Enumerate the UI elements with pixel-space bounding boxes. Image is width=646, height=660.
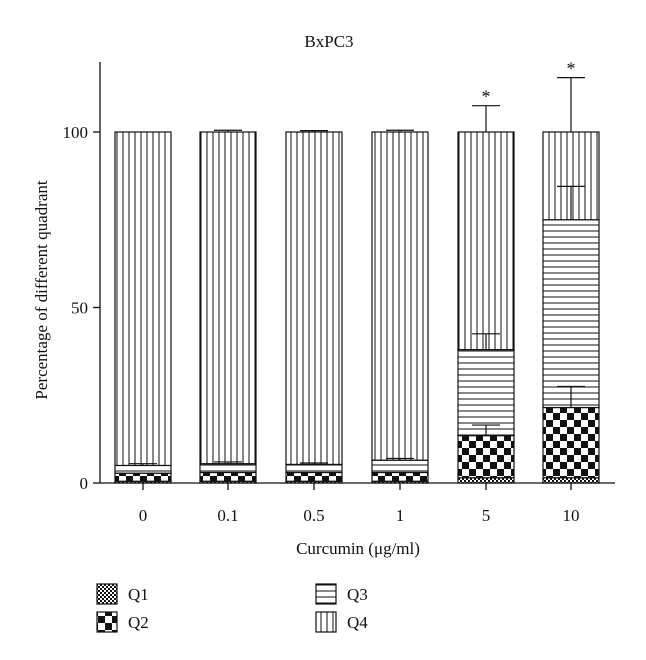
bar-q1-5 bbox=[457, 477, 515, 484]
x-tick-label-0.5: 0.5 bbox=[303, 506, 324, 525]
bar-q3-0.1 bbox=[199, 463, 257, 474]
error-bars-group bbox=[129, 76, 585, 466]
bar-q3-5 bbox=[457, 349, 515, 437]
x-tick-label-10: 10 bbox=[563, 506, 580, 525]
legend-label-q2: Q2 bbox=[128, 613, 149, 632]
x-tick-label-0: 0 bbox=[139, 506, 148, 525]
significance-marker-10: * bbox=[567, 59, 576, 79]
legend-swatch-q2 bbox=[96, 611, 118, 633]
legend-swatch-q1 bbox=[96, 583, 118, 605]
y-tick-label-0: 0 bbox=[80, 474, 89, 493]
y-tick-label-50: 50 bbox=[71, 299, 88, 318]
bar-q3-0 bbox=[114, 464, 172, 474]
legend-label-q1: Q1 bbox=[128, 585, 149, 604]
bar-q2-0.5 bbox=[285, 471, 343, 482]
bar-q3-1 bbox=[371, 459, 429, 474]
legend-label-q4: Q4 bbox=[347, 613, 368, 632]
bar-q2-10 bbox=[542, 406, 600, 479]
bar-q2-0 bbox=[114, 472, 172, 482]
bar-q4-0 bbox=[114, 131, 172, 467]
bar-q3-10 bbox=[542, 219, 600, 409]
bar-q4-1 bbox=[371, 131, 429, 461]
x-axis-label: Curcumin (μg/ml) bbox=[296, 539, 420, 558]
x-tick-label-0.1: 0.1 bbox=[217, 506, 238, 525]
y-axis-label: Percentage of different quadrant bbox=[32, 180, 51, 399]
y-tick-label-100: 100 bbox=[63, 123, 89, 142]
bar-q2-0.1 bbox=[199, 471, 257, 482]
legend-label-q3: Q3 bbox=[347, 585, 368, 604]
bar-q2-5 bbox=[457, 435, 515, 479]
legend-swatch-q4 bbox=[315, 611, 337, 633]
bar-q1-10 bbox=[542, 477, 600, 484]
annotations-group: ** bbox=[482, 59, 576, 107]
bar-q4-0.1 bbox=[199, 131, 257, 465]
x-tick-label-5: 5 bbox=[482, 506, 491, 525]
chart-title: BxPC3 bbox=[304, 32, 353, 51]
x-tick-label-1: 1 bbox=[396, 506, 405, 525]
axes-group: 0 50 100 0 0.1 0.5 1 5 10 bbox=[63, 62, 615, 525]
bar-q4-5 bbox=[457, 131, 515, 351]
legend: Q1 Q2 Q3 Q4 bbox=[96, 583, 368, 633]
significance-marker-5: * bbox=[482, 87, 491, 107]
bar-q3-0.5 bbox=[285, 463, 343, 474]
bar-q2-1 bbox=[371, 471, 429, 482]
bar-q4-0.5 bbox=[285, 131, 343, 465]
legend-swatch-q3 bbox=[315, 583, 337, 605]
bars-group bbox=[114, 131, 600, 484]
